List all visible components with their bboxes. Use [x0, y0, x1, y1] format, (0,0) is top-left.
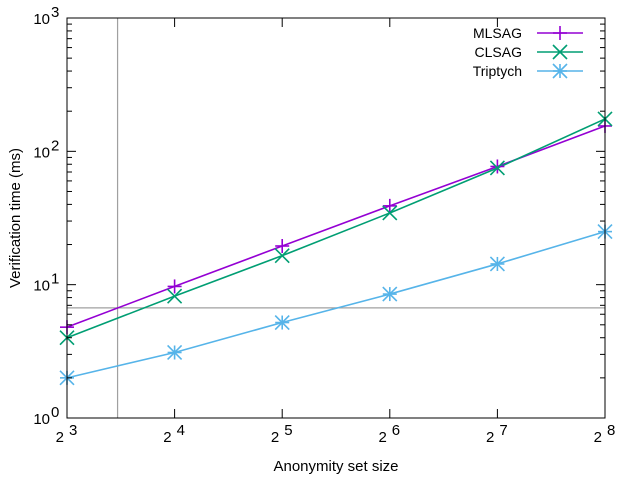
y-tick-label: 10 3 — [33, 4, 59, 28]
legend-item-clsag: CLSAG — [475, 44, 583, 60]
data-point-clsag — [167, 288, 183, 304]
legend-marker-clsag — [552, 44, 568, 60]
svg-text:2: 2 — [378, 429, 386, 446]
y-tick-label: 10 0 — [33, 404, 59, 428]
legend-label-mlsag: MLSAG — [473, 25, 522, 41]
series-line-triptych — [66, 230, 606, 379]
y-tick-label: 10 1 — [33, 271, 59, 295]
svg-text:2: 2 — [163, 429, 171, 446]
series-line-clsag — [66, 118, 606, 339]
svg-text:1: 1 — [51, 271, 59, 288]
data-point-clsag — [274, 248, 290, 264]
legend-label-clsag: CLSAG — [475, 44, 522, 60]
svg-text:8: 8 — [607, 422, 615, 439]
plot-lines — [66, 118, 606, 379]
data-point-mlsag — [275, 238, 290, 253]
svg-text:10: 10 — [33, 278, 50, 295]
legend-marker-mlsag — [553, 26, 567, 40]
data-point-triptych — [274, 314, 290, 331]
svg-text:3: 3 — [51, 4, 59, 21]
data-point-mlsag — [382, 198, 397, 213]
legend: MLSAG CLSAG Triptych — [473, 25, 583, 79]
y-axis-label: Verification time (ms) — [7, 148, 24, 288]
svg-text:10: 10 — [33, 144, 50, 161]
svg-text:2: 2 — [594, 429, 602, 446]
svg-text:2: 2 — [486, 429, 494, 446]
data-point-clsag — [489, 160, 505, 176]
legend-item-mlsag: MLSAG — [473, 25, 583, 41]
svg-text:4: 4 — [177, 422, 185, 439]
svg-text:7: 7 — [499, 422, 507, 439]
svg-text:10: 10 — [33, 11, 50, 28]
data-point-triptych — [167, 344, 183, 361]
plot-frame — [66, 17, 606, 419]
axis-ticks — [66, 17, 606, 419]
svg-text:10: 10 — [33, 411, 50, 428]
data-point-mlsag — [490, 159, 505, 174]
x-axis-label: Anonymity set size — [273, 458, 398, 475]
svg-text:5: 5 — [284, 422, 292, 439]
legend-label-triptych: Triptych — [473, 63, 522, 79]
data-point-triptych — [489, 256, 505, 272]
crosshair-lines — [67, 18, 605, 418]
legend-item-triptych: Triptych — [473, 63, 583, 79]
data-point-mlsag — [167, 279, 182, 294]
svg-text:3: 3 — [69, 422, 77, 439]
svg-text:6: 6 — [392, 422, 400, 439]
legend-marker-triptych — [552, 63, 568, 79]
data-point-clsag — [382, 205, 398, 221]
data-point-triptych — [382, 286, 398, 302]
svg-text:2: 2 — [51, 137, 59, 154]
svg-text:2: 2 — [271, 429, 279, 446]
svg-text:2: 2 — [56, 429, 64, 446]
y-tick-label: 10 2 — [33, 137, 59, 161]
svg-text:0: 0 — [51, 404, 59, 421]
